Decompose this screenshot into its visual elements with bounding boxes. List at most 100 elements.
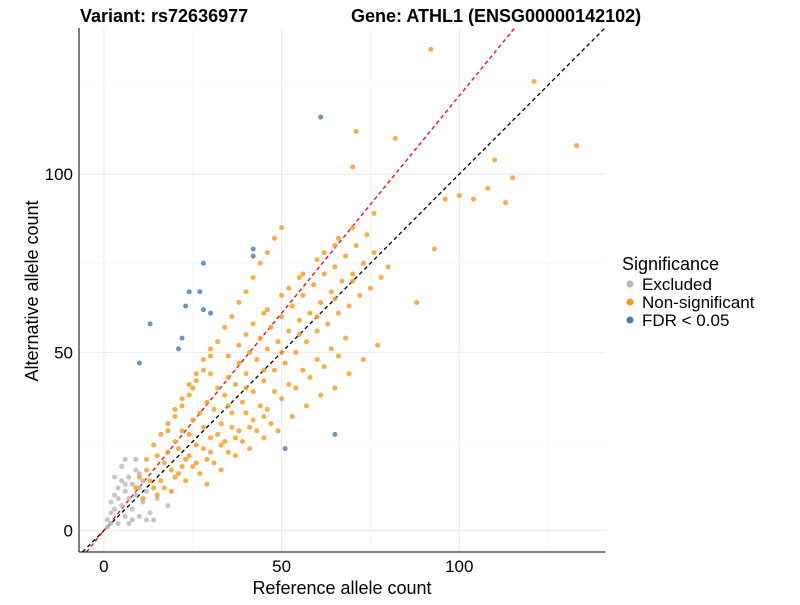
point-fdr-0-05 bbox=[200, 260, 206, 266]
point-non-significant bbox=[293, 385, 299, 391]
point-non-significant bbox=[222, 392, 228, 398]
point-excluded bbox=[140, 499, 146, 505]
legend: Significance ExcludedNon-significantFDR … bbox=[622, 254, 755, 330]
point-non-significant bbox=[186, 453, 192, 459]
point-non-significant bbox=[343, 335, 349, 341]
point-non-significant bbox=[218, 467, 224, 473]
point-excluded bbox=[129, 517, 135, 523]
point-non-significant bbox=[176, 471, 182, 477]
point-non-significant bbox=[257, 260, 263, 266]
legend-title: Significance bbox=[622, 254, 719, 274]
point-non-significant bbox=[250, 275, 256, 281]
point-non-significant bbox=[289, 303, 295, 309]
point-non-significant bbox=[179, 428, 185, 434]
point-non-significant bbox=[229, 314, 235, 320]
point-non-significant bbox=[300, 367, 306, 373]
point-non-significant bbox=[183, 456, 189, 462]
point-fdr-0-05 bbox=[176, 346, 182, 352]
point-non-significant bbox=[314, 328, 320, 334]
point-non-significant bbox=[158, 478, 164, 484]
point-non-significant bbox=[140, 496, 146, 502]
point-fdr-0-05 bbox=[318, 114, 324, 120]
point-non-significant bbox=[296, 317, 302, 323]
point-non-significant bbox=[271, 235, 277, 241]
point-excluded bbox=[122, 481, 128, 487]
point-non-significant bbox=[197, 471, 203, 477]
point-non-significant bbox=[268, 324, 274, 330]
point-fdr-0-05 bbox=[136, 360, 142, 366]
point-non-significant bbox=[343, 253, 349, 259]
point-non-significant bbox=[218, 442, 224, 448]
point-non-significant bbox=[279, 292, 285, 298]
point-non-significant bbox=[339, 278, 345, 284]
data-points bbox=[104, 46, 580, 530]
point-non-significant bbox=[158, 431, 164, 437]
point-non-significant bbox=[147, 478, 153, 484]
grid bbox=[79, 28, 605, 552]
point-non-significant bbox=[300, 271, 306, 277]
point-non-significant bbox=[318, 392, 324, 398]
point-non-significant bbox=[243, 332, 249, 338]
point-non-significant bbox=[208, 371, 213, 377]
point-non-significant bbox=[215, 385, 221, 391]
point-non-significant bbox=[204, 399, 210, 405]
point-excluded bbox=[122, 488, 128, 494]
point-non-significant bbox=[371, 210, 377, 216]
point-non-significant bbox=[168, 467, 174, 473]
point-excluded bbox=[122, 456, 128, 462]
point-excluded bbox=[129, 506, 135, 512]
point-non-significant bbox=[172, 414, 178, 420]
point-non-significant bbox=[200, 446, 206, 452]
point-non-significant bbox=[208, 449, 213, 455]
point-fdr-0-05 bbox=[250, 253, 256, 259]
point-non-significant bbox=[314, 257, 320, 263]
point-non-significant bbox=[264, 406, 270, 412]
point-non-significant bbox=[222, 324, 228, 330]
point-excluded bbox=[136, 485, 142, 491]
point-non-significant bbox=[136, 474, 142, 480]
point-non-significant bbox=[367, 285, 373, 291]
point-non-significant bbox=[250, 321, 256, 327]
point-non-significant bbox=[225, 374, 231, 380]
point-excluded bbox=[154, 496, 160, 502]
point-fdr-0-05 bbox=[200, 307, 206, 313]
point-non-significant bbox=[254, 357, 260, 363]
y-axis-label: Alternative allele count bbox=[22, 200, 42, 381]
point-non-significant bbox=[186, 392, 192, 398]
point-non-significant bbox=[350, 278, 356, 284]
point-excluded bbox=[133, 492, 139, 498]
point-non-significant bbox=[350, 271, 356, 277]
point-excluded bbox=[115, 520, 121, 526]
point-excluded bbox=[165, 503, 171, 509]
point-non-significant bbox=[165, 449, 171, 455]
point-non-significant bbox=[314, 314, 320, 320]
point-non-significant bbox=[321, 364, 327, 370]
point-non-significant bbox=[300, 292, 306, 298]
point-non-significant bbox=[303, 403, 309, 409]
point-non-significant bbox=[332, 296, 338, 302]
point-non-significant bbox=[328, 346, 334, 352]
point-non-significant bbox=[335, 353, 341, 359]
point-non-significant bbox=[236, 360, 242, 366]
point-non-significant bbox=[428, 46, 434, 52]
point-non-significant bbox=[471, 196, 476, 202]
point-non-significant bbox=[492, 157, 498, 163]
point-non-significant bbox=[186, 431, 192, 437]
point-excluded bbox=[112, 474, 118, 480]
point-excluded bbox=[144, 488, 150, 494]
point-non-significant bbox=[183, 478, 189, 484]
point-excluded bbox=[126, 474, 132, 480]
point-non-significant bbox=[193, 442, 199, 448]
chart-title-gene: Gene: ATHL1 (ENSG00000142102) bbox=[351, 6, 641, 26]
point-non-significant bbox=[165, 421, 171, 427]
point-non-significant bbox=[332, 242, 338, 248]
point-excluded bbox=[104, 524, 110, 530]
point-non-significant bbox=[261, 414, 267, 420]
point-non-significant bbox=[282, 360, 288, 366]
point-non-significant bbox=[200, 357, 206, 363]
point-fdr-0-05 bbox=[208, 310, 213, 316]
point-non-significant bbox=[211, 406, 217, 412]
point-non-significant bbox=[165, 428, 171, 434]
point-non-significant bbox=[239, 399, 245, 405]
point-non-significant bbox=[375, 342, 381, 348]
